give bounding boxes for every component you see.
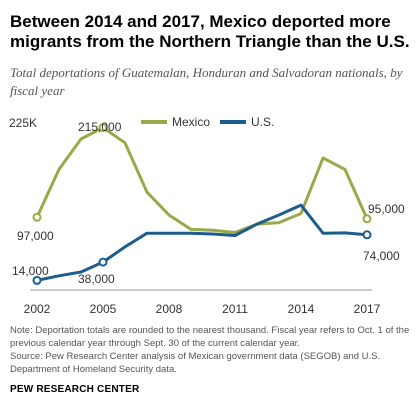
series-line-us [36,203,368,282]
note-text: Note: Deportation totals are rounded to … [10,325,410,349]
series-line-mexico [35,126,369,234]
data-label-mexico-2017: 95,000 [368,202,405,216]
point-mexico-2005 [98,123,108,133]
chart-notes: Note: Deportation totals are rounded to … [10,324,415,376]
legend-label-us: U.S. [251,115,274,129]
chart-lines [35,126,369,282]
data-label-mexico-2005: 215,000 [78,120,122,134]
x-tick-2017: 2017 [354,302,381,316]
x-tick-2011: 2011 [222,302,248,316]
legend-label-mexico: Mexico [172,115,210,129]
point-mexico-2017 [362,214,372,224]
data-label-mexico-2002: 97,000 [17,229,54,243]
point-us-2005 [98,257,108,267]
y-tick-label: 225K [9,116,37,130]
x-tick-2014: 2014 [288,302,315,316]
chart-markers [32,123,372,285]
source-text: Source: Pew Research Center analysis of … [10,351,381,375]
x-axis: 2002 2005 2008 2011 2014 2017 [24,289,381,316]
point-mexico-2002 [32,212,42,222]
point-us-2017 [362,230,372,240]
chart-title: Between 2014 and 2017, Mexico deported m… [10,12,410,51]
x-tick-2005: 2005 [90,302,117,316]
chart-subtitle: Total deportations of Guatemalan, Hondur… [10,65,403,98]
data-label-us-2002: 14,000 [12,264,49,278]
point-us-2002 [32,275,42,285]
data-labels: 97,000 215,000 95,000 14,000 38,000 74,0… [12,120,405,286]
legend: Mexico U.S. [141,115,274,129]
brand-footer: PEW RESEARCH CENTER [10,384,140,395]
data-label-us-2017: 74,000 [363,249,400,263]
x-tick-2002: 2002 [24,302,51,316]
x-tick-2008: 2008 [156,302,183,316]
data-label-us-2005: 38,000 [78,272,115,286]
